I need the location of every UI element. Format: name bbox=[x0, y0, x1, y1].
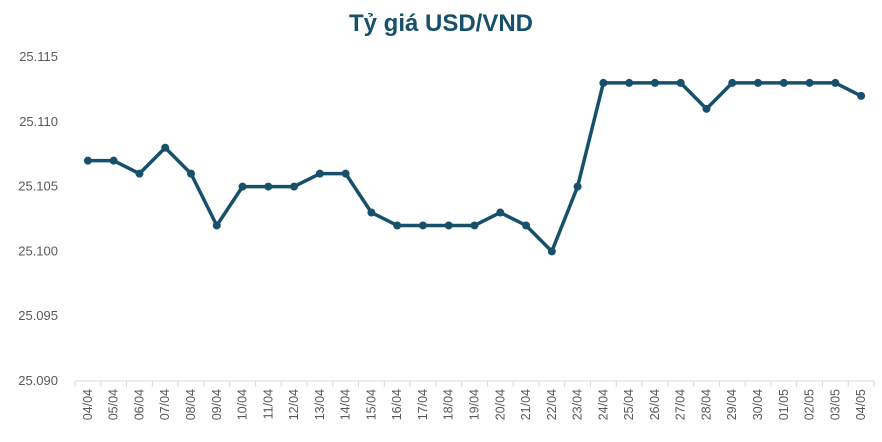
x-tick-label: 13/04 bbox=[313, 389, 327, 420]
x-tick-label: 16/04 bbox=[390, 389, 404, 420]
x-tick-label: 02/05 bbox=[803, 389, 817, 420]
data-point bbox=[418, 221, 427, 230]
x-tick-label: 18/04 bbox=[442, 389, 456, 420]
data-point bbox=[212, 221, 221, 230]
data-point bbox=[547, 247, 556, 256]
data-point bbox=[650, 78, 659, 87]
x-tick-label: 28/04 bbox=[699, 389, 713, 420]
data-point bbox=[625, 78, 634, 87]
data-point bbox=[857, 91, 866, 100]
data-point bbox=[315, 169, 324, 178]
x-tick-label: 24/04 bbox=[596, 389, 610, 420]
data-point bbox=[109, 156, 118, 165]
y-tick-label: 25.100 bbox=[18, 243, 58, 258]
x-tick-label: 27/04 bbox=[674, 389, 688, 420]
series-group bbox=[83, 78, 866, 256]
data-point bbox=[831, 78, 840, 87]
data-point bbox=[135, 169, 144, 178]
x-tick-label: 05/04 bbox=[107, 389, 121, 420]
data-point bbox=[264, 182, 273, 191]
x-tick-label: 04/05 bbox=[854, 389, 868, 420]
data-point bbox=[83, 156, 92, 165]
data-point bbox=[367, 208, 376, 217]
data-point bbox=[702, 104, 711, 113]
data-point bbox=[470, 221, 479, 230]
data-point bbox=[444, 221, 453, 230]
data-point bbox=[754, 78, 763, 87]
data-point bbox=[496, 208, 505, 217]
x-tick-label: 26/04 bbox=[648, 389, 662, 420]
chart-title: Tỷ giá USD/VND bbox=[348, 10, 534, 37]
y-tick-label: 25.115 bbox=[19, 49, 58, 64]
x-tick-label: 29/04 bbox=[725, 389, 739, 420]
data-point bbox=[238, 182, 247, 191]
y-tick-label: 25.105 bbox=[18, 179, 58, 194]
x-tick-label: 10/04 bbox=[236, 389, 250, 420]
data-point bbox=[186, 169, 195, 178]
x-tick-label: 17/04 bbox=[416, 389, 430, 420]
y-tick-label: 25.110 bbox=[19, 114, 58, 129]
x-tick-label: 22/04 bbox=[545, 389, 559, 420]
x-tick-label: 06/04 bbox=[132, 389, 146, 420]
data-point bbox=[676, 78, 685, 87]
x-tick-label: 11/04 bbox=[261, 389, 275, 419]
x-tick-label: 04/04 bbox=[81, 389, 95, 420]
data-point bbox=[341, 169, 350, 178]
data-point bbox=[393, 221, 402, 230]
x-tick-label: 07/04 bbox=[158, 389, 172, 420]
data-point bbox=[728, 78, 737, 87]
x-tick-label: 19/04 bbox=[468, 389, 482, 420]
y-tick-label: 25.095 bbox=[18, 308, 58, 323]
x-tick-label: 12/04 bbox=[287, 389, 301, 420]
x-tick-label: 23/04 bbox=[571, 389, 585, 420]
x-tick-label: 15/04 bbox=[364, 389, 378, 420]
data-point bbox=[805, 78, 814, 87]
data-point bbox=[290, 182, 299, 191]
data-point bbox=[573, 182, 582, 191]
x-tick-label: 14/04 bbox=[339, 389, 353, 420]
x-tick-label: 25/04 bbox=[622, 389, 636, 420]
x-tick-label: 20/04 bbox=[493, 389, 507, 420]
data-point bbox=[599, 78, 608, 87]
x-tick-label: 01/05 bbox=[777, 389, 791, 420]
x-axis: 04/04 05/04 06/04 07/04 08/04 09/04 10/04 11/04… bbox=[74, 380, 875, 420]
x-tick-label: 09/04 bbox=[210, 389, 224, 420]
x-tick-label: 30/04 bbox=[751, 389, 765, 420]
y-axis: 25.090 25.095 25.100 25.105 25.110 25.115 bbox=[18, 49, 58, 388]
x-tick-label: 08/04 bbox=[184, 389, 198, 420]
data-point bbox=[779, 78, 788, 87]
data-point bbox=[522, 221, 531, 230]
x-tick-label: 21/04 bbox=[519, 389, 533, 420]
y-tick-label: 25.090 bbox=[18, 373, 58, 388]
data-point bbox=[161, 143, 170, 152]
x-tick-label: 03/05 bbox=[828, 389, 842, 420]
